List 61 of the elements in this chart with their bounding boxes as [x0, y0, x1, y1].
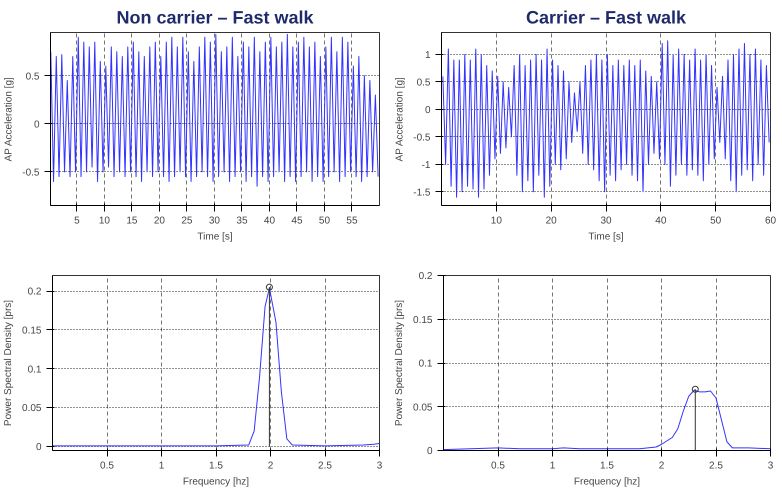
- x-tick-label: 60: [764, 216, 776, 226]
- x-tick-label: 35: [236, 216, 248, 226]
- y-tick-label: 0: [426, 446, 433, 457]
- x-tick-label: 5: [74, 216, 80, 226]
- x-tick-label: 40: [655, 216, 667, 226]
- x-axis-title: Frequency [hz]: [182, 476, 250, 488]
- y-tick-label: 0.2: [418, 271, 433, 282]
- x-tick-label: 55: [346, 216, 358, 226]
- x-tick-label: 2.5: [709, 460, 724, 472]
- x-tick-label: 1.5: [600, 460, 614, 472]
- y-axis-title: Power Spectral Density [prs]: [3, 300, 14, 426]
- y-tick-label: 0.5: [416, 77, 431, 88]
- x-tick-label: 50: [710, 216, 722, 226]
- x-tick-label: 1: [550, 460, 556, 472]
- y-tick-label: 1: [424, 50, 431, 61]
- y-tick-label: 0.1: [28, 364, 42, 376]
- x-tick-label: 30: [600, 216, 612, 226]
- x-tick-label: 10: [98, 216, 110, 226]
- x-tick-label: 40: [264, 216, 276, 226]
- line-series: [52, 287, 380, 446]
- y-tick-label: 0.5: [26, 71, 40, 82]
- x-tick-label: 0.5: [491, 460, 506, 472]
- x-tick-label: 1: [158, 460, 165, 472]
- y-tick-label: 0.05: [22, 403, 42, 414]
- x-tick-label: 0.5: [100, 460, 114, 472]
- y-tick-label: -1.5: [413, 187, 431, 198]
- x-tick-label: 20: [546, 216, 558, 226]
- chart-title: Carrier – Fast walk: [526, 8, 688, 28]
- x-tick-label: 20: [154, 216, 166, 226]
- x-axis-title: Time [s]: [588, 232, 624, 242]
- x-tick-label: 50: [318, 216, 330, 226]
- y-axis-title: Power Spectral Density [prs]: [394, 300, 406, 426]
- y-tick-label: 0.15: [413, 314, 433, 326]
- y-tick-label: 0: [36, 442, 42, 454]
- x-tick-label: 10: [490, 216, 502, 226]
- y-axis-title: AP Acceleration [g]: [3, 76, 14, 162]
- y-tick-label: -0.5: [413, 132, 431, 144]
- x-tick-label: 45: [291, 216, 303, 226]
- x-tick-label: 3: [376, 460, 383, 472]
- line-series: [442, 40, 770, 198]
- y-tick-label: 0.2: [28, 286, 42, 298]
- y-tick-label: -1: [422, 160, 431, 171]
- line-series: [50, 34, 379, 187]
- y-tick-label: 0: [34, 119, 40, 130]
- x-axis-title: Time [s]: [197, 232, 233, 242]
- x-tick-label: 1.5: [209, 460, 224, 472]
- y-tick-label: 0.1: [418, 358, 433, 370]
- x-tick-label: 2: [658, 460, 665, 472]
- y-tick-label: -0.5: [22, 167, 40, 178]
- x-tick-label: 25: [181, 216, 193, 226]
- x-tick-label: 2: [268, 460, 274, 472]
- y-tick-label: 0.05: [413, 402, 433, 414]
- chart-title: Non carrier – Fast walk: [116, 8, 315, 28]
- x-tick-label: 15: [126, 216, 138, 226]
- y-axis-title: AP Acceleration [g]: [394, 76, 406, 162]
- y-tick-label: 0.15: [22, 325, 42, 336]
- x-tick-label: 2.5: [318, 460, 332, 472]
- x-tick-label: 30: [208, 216, 220, 226]
- x-axis-title: Frequency [hz]: [574, 476, 640, 488]
- x-tick-label: 3: [768, 460, 774, 472]
- y-tick-label: 0: [424, 104, 431, 116]
